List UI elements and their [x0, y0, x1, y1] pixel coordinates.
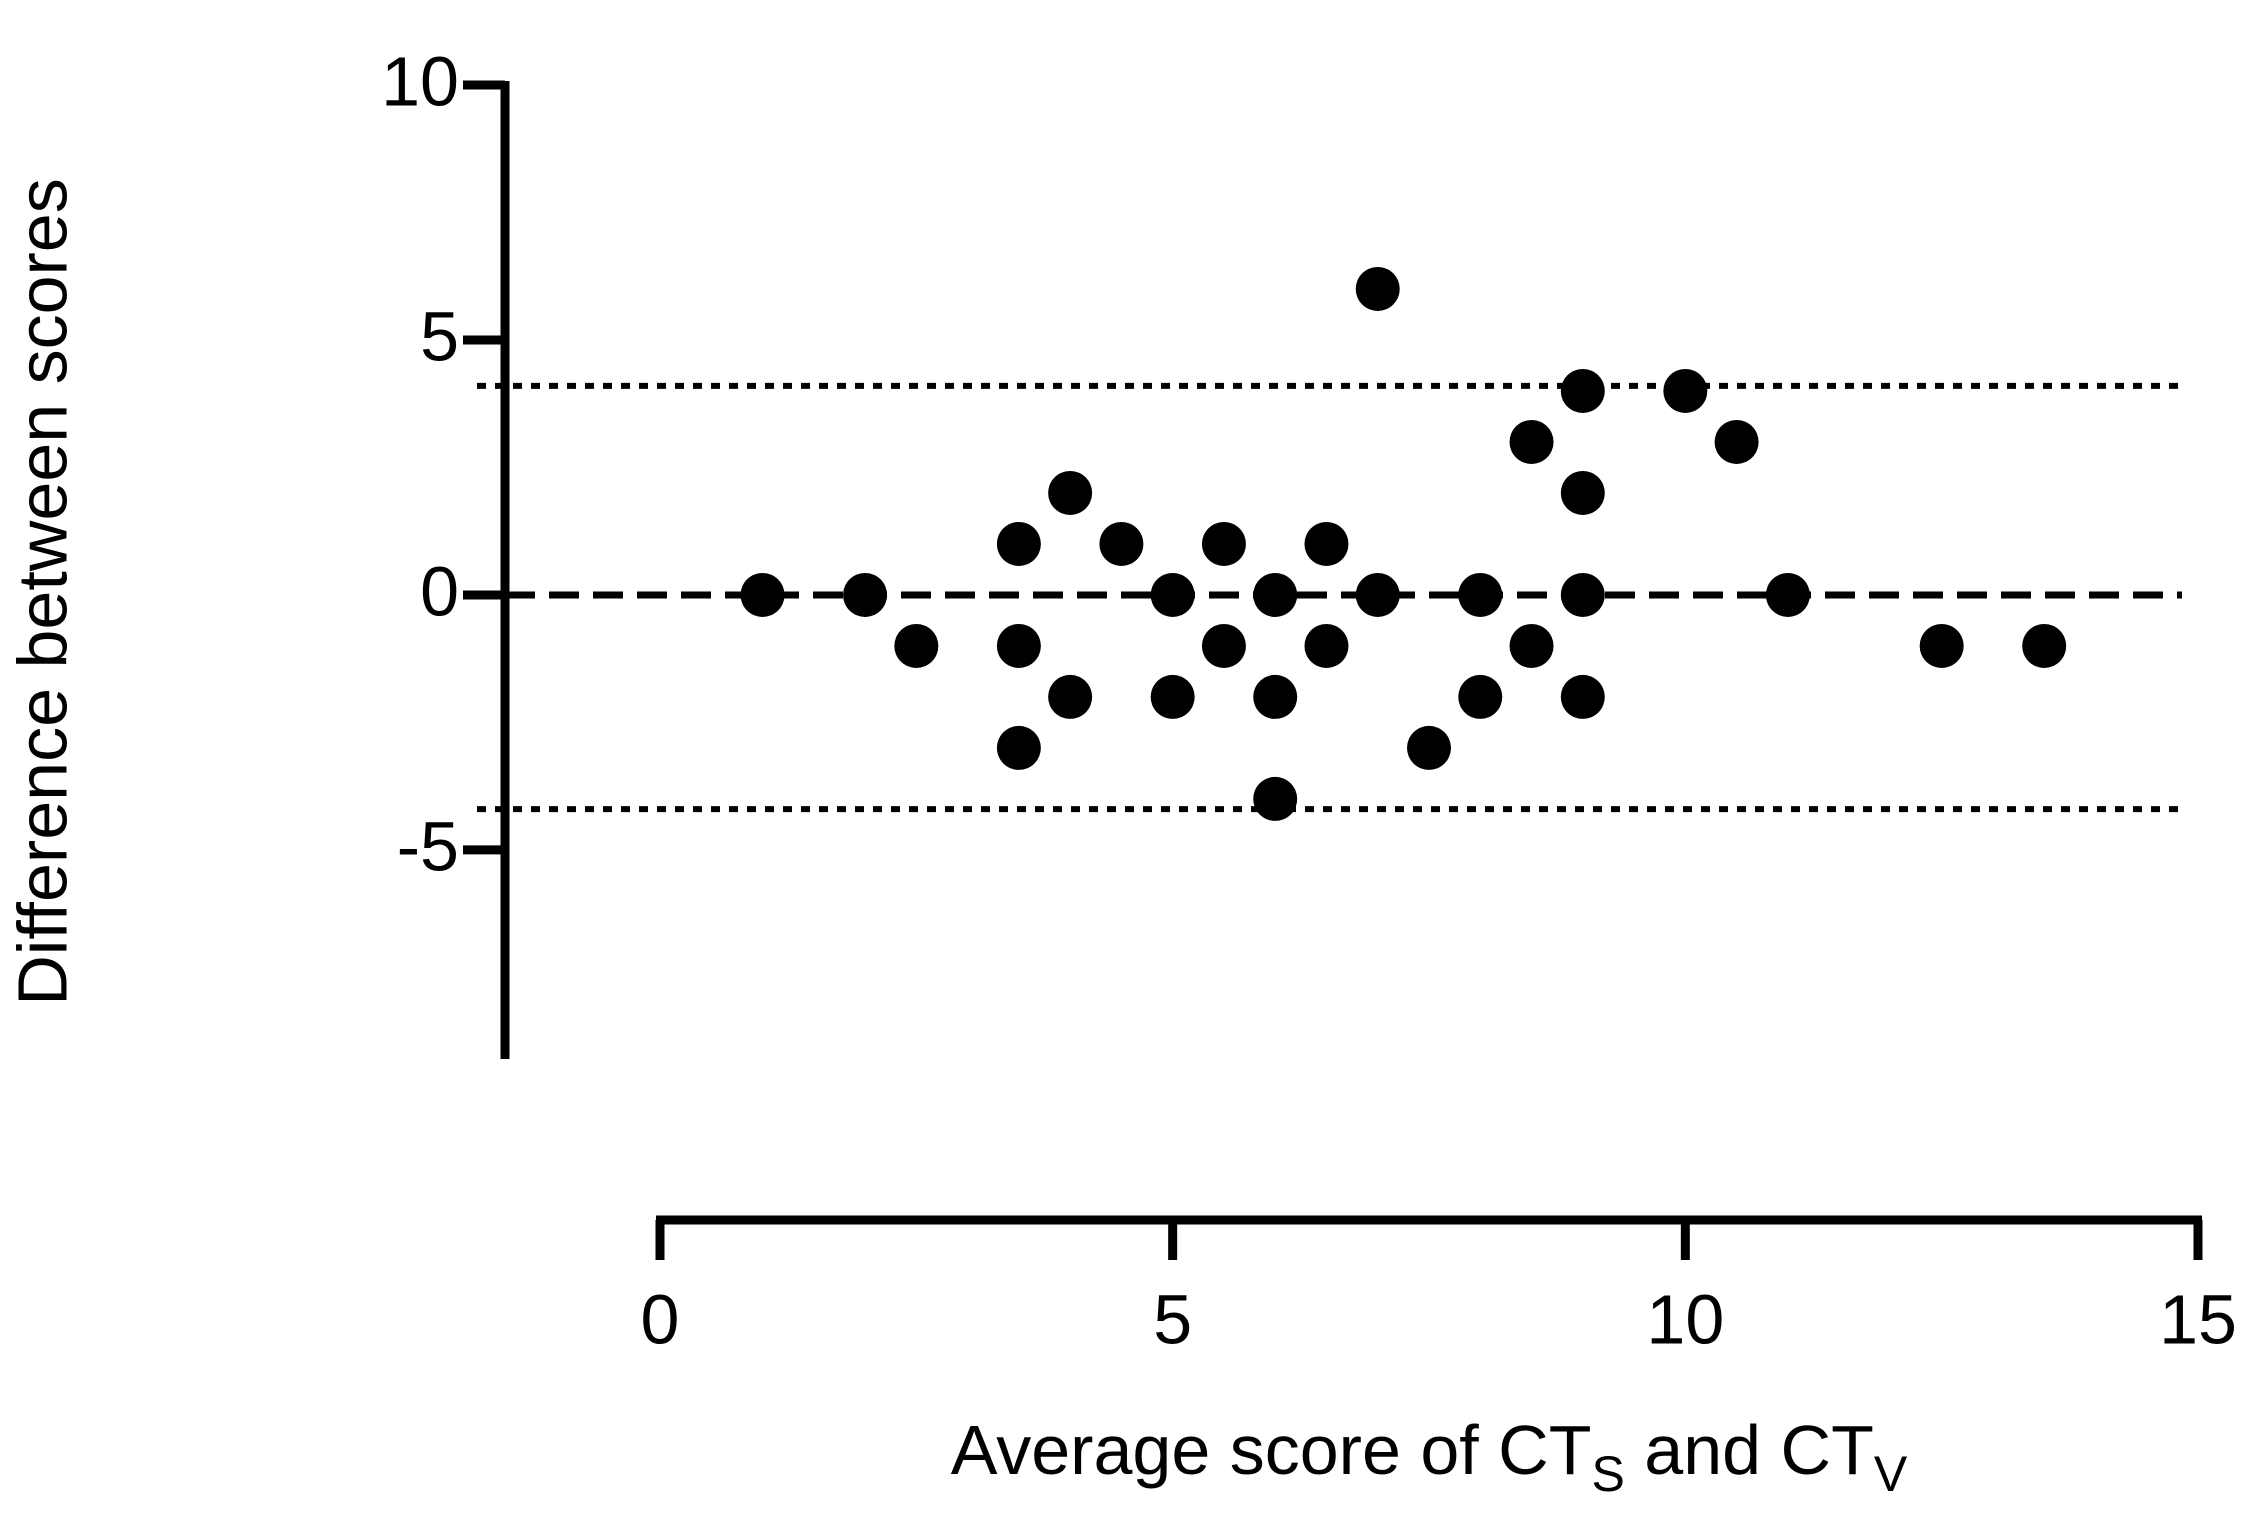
- x-label-subscript: S: [1591, 1446, 1624, 1502]
- point: [1201, 521, 1246, 566]
- point: [1458, 572, 1503, 617]
- x-tick-label: 0: [641, 1280, 680, 1358]
- x-axis-label: Average score of CTS and CTV: [951, 1411, 1908, 1502]
- x-label-part: Average score of CT: [951, 1411, 1592, 1489]
- x-tick-label: 10: [1646, 1280, 1724, 1358]
- point: [1560, 674, 1605, 719]
- point: [1355, 572, 1400, 617]
- point: [1304, 521, 1349, 566]
- point: [1201, 623, 1246, 668]
- point: [1304, 623, 1349, 668]
- point: [996, 725, 1041, 770]
- y-tick-label: 5: [420, 297, 459, 375]
- x-label-subscript: V: [1874, 1446, 1908, 1502]
- point: [2022, 623, 2067, 668]
- x-tick-label: 5: [1153, 1280, 1192, 1358]
- point: [894, 623, 939, 668]
- point: [1099, 521, 1144, 566]
- point: [1253, 674, 1298, 719]
- point: [843, 572, 888, 617]
- point: [1663, 368, 1708, 413]
- y-tick-label: 0: [420, 552, 459, 630]
- point: [1560, 572, 1605, 617]
- point: [740, 572, 785, 617]
- point: [1560, 368, 1605, 413]
- point: [1509, 419, 1554, 464]
- point: [1253, 776, 1298, 821]
- point: [996, 623, 1041, 668]
- point: [1509, 623, 1554, 668]
- y-tick-label: 10: [381, 42, 459, 120]
- point: [1253, 572, 1298, 617]
- y-axis-label: Difference between scores: [3, 178, 81, 1006]
- point: [1919, 623, 1964, 668]
- point: [1355, 266, 1400, 311]
- point: [1765, 572, 1810, 617]
- point: [996, 521, 1041, 566]
- point: [1048, 470, 1093, 515]
- point: [1048, 674, 1093, 719]
- point: [1150, 572, 1195, 617]
- x-tick-label: 15: [2159, 1280, 2237, 1358]
- point: [1458, 674, 1503, 719]
- x-label-part: and CT: [1625, 1411, 1874, 1489]
- point: [1714, 419, 1759, 464]
- point: [1150, 674, 1195, 719]
- y-tick-label: -5: [397, 807, 459, 885]
- point: [1560, 470, 1605, 515]
- point: [1407, 725, 1451, 770]
